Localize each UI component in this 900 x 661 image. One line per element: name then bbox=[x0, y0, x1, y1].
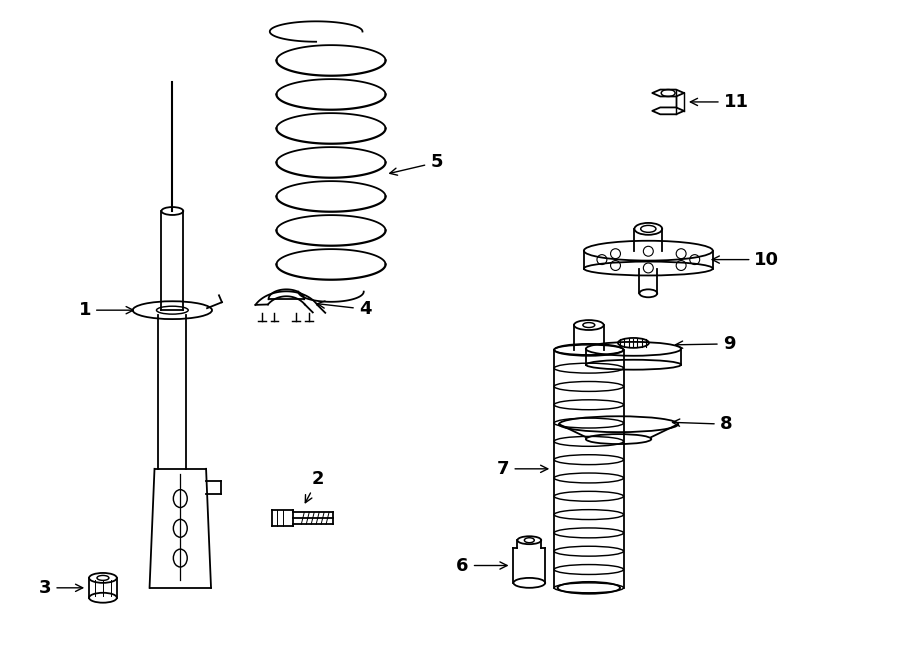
Text: 5: 5 bbox=[390, 153, 443, 175]
Text: 2: 2 bbox=[305, 470, 324, 502]
Text: 4: 4 bbox=[318, 300, 372, 318]
Text: 1: 1 bbox=[78, 301, 133, 319]
Text: 11: 11 bbox=[690, 93, 749, 111]
Text: 6: 6 bbox=[456, 557, 508, 574]
Text: 8: 8 bbox=[672, 415, 733, 433]
Text: 10: 10 bbox=[712, 251, 779, 268]
Text: 3: 3 bbox=[39, 579, 83, 597]
Text: 7: 7 bbox=[497, 460, 548, 478]
Text: 9: 9 bbox=[676, 335, 735, 353]
